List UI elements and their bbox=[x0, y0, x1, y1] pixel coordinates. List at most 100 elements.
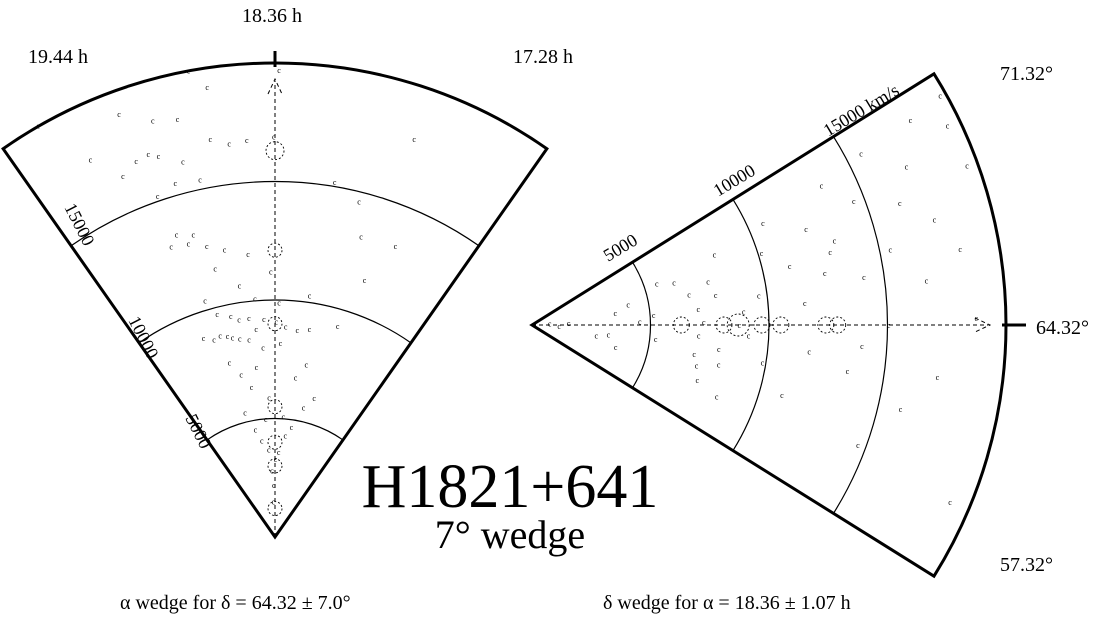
delta-galaxy-point: c bbox=[761, 219, 765, 228]
alpha-galaxy-point: c bbox=[305, 361, 309, 370]
delta-galaxy-point: c bbox=[958, 245, 962, 254]
alpha-galaxy-point: c bbox=[192, 231, 196, 240]
delta-galaxy-point: c bbox=[888, 245, 892, 254]
alpha-galaxy-point: c bbox=[203, 296, 207, 305]
delta-galaxy-point: c bbox=[828, 248, 832, 257]
alpha-galaxy-point: c bbox=[238, 282, 242, 291]
alpha-radial-tick-10000: 10000 bbox=[124, 313, 162, 362]
alpha-galaxy-point: c bbox=[272, 132, 276, 141]
figure-subtitle: 7° wedge bbox=[435, 512, 585, 557]
delta-galaxy-point: c bbox=[706, 278, 710, 287]
alpha-galaxy-point: c bbox=[412, 135, 416, 144]
alpha-galaxy-point: c bbox=[363, 276, 367, 285]
alpha-galaxy-point: c bbox=[238, 334, 242, 343]
alpha-angle-label-right: 17.28 h bbox=[513, 46, 573, 68]
alpha-sightline-ring bbox=[267, 434, 283, 450]
delta-galaxy-point: c bbox=[780, 391, 784, 400]
delta-galaxy-point: c bbox=[696, 305, 700, 314]
delta-galaxy-point: c bbox=[823, 269, 827, 278]
alpha-grid-arc bbox=[70, 180, 480, 247]
alpha-galaxy-point: c bbox=[117, 110, 121, 119]
delta-galaxy-point: c bbox=[717, 361, 721, 370]
alpha-galaxy-point: c bbox=[267, 393, 271, 402]
alpha-galaxy-point: c bbox=[147, 150, 151, 159]
alpha-galaxy-point: c bbox=[274, 317, 278, 326]
alpha-galaxy-point: c bbox=[243, 408, 247, 417]
delta-galaxy-point: c bbox=[717, 345, 721, 354]
alpha-galaxy-point: c bbox=[229, 312, 233, 321]
alpha-angle-label-left: 19.44 h bbox=[28, 46, 88, 68]
alpha-galaxy-point: c bbox=[277, 448, 281, 457]
delta-sightline-ring bbox=[672, 316, 690, 334]
delta-sightline-ring bbox=[817, 316, 835, 334]
delta-galaxy-point: c bbox=[607, 330, 611, 339]
alpha-galaxy-point: c bbox=[267, 445, 271, 454]
delta-galaxy-point: c bbox=[614, 343, 618, 352]
delta-galaxy-point: c bbox=[807, 348, 811, 357]
alpha-galaxy-point: c bbox=[282, 413, 286, 422]
delta-galaxy-point: c bbox=[975, 314, 979, 323]
delta-sightline-ring bbox=[715, 316, 733, 334]
alpha-galaxy-point: c bbox=[261, 344, 265, 353]
alpha-galaxy-point: c bbox=[308, 325, 312, 334]
alpha-galaxy-point: c bbox=[239, 370, 243, 379]
alpha-galaxy-point: c bbox=[205, 83, 209, 92]
delta-galaxy-point: c bbox=[946, 121, 950, 130]
alpha-galaxy-point: c bbox=[294, 373, 298, 382]
alpha-galaxy-point: c bbox=[272, 497, 276, 506]
delta-galaxy-point: c bbox=[760, 249, 764, 258]
delta-galaxy-point: c bbox=[638, 318, 642, 327]
figure-title: H1821+641 bbox=[362, 453, 659, 521]
delta-galaxy-point: c bbox=[714, 291, 718, 300]
alpha-galaxy-point: c bbox=[176, 115, 180, 124]
alpha-galaxy-point: c bbox=[208, 135, 212, 144]
delta-sightline-ring bbox=[829, 316, 847, 334]
alpha-galaxy-point: c bbox=[277, 66, 281, 75]
alpha-galaxy-point: c bbox=[336, 322, 340, 331]
delta-axis-arrow bbox=[974, 317, 992, 333]
alpha-galaxy-point: c bbox=[254, 426, 258, 435]
alpha-galaxy-point: c bbox=[173, 179, 177, 188]
alpha-galaxy-point: c bbox=[175, 231, 179, 240]
alpha-galaxy-point: c bbox=[223, 246, 227, 255]
delta-galaxy-point: c bbox=[695, 361, 699, 370]
alpha-galaxy-point: c bbox=[227, 140, 231, 149]
alpha-grid-arc bbox=[206, 417, 344, 441]
alpha-galaxy-point: c bbox=[277, 298, 281, 307]
alpha-galaxy-point: c bbox=[357, 198, 361, 207]
delta-galaxy-point: c bbox=[938, 92, 942, 101]
delta-galaxy-point: c bbox=[557, 322, 561, 331]
delta-galaxy-point: c bbox=[833, 237, 837, 246]
delta-galaxy-point: c bbox=[788, 262, 792, 271]
alpha-galaxy-point: c bbox=[202, 334, 206, 343]
delta-wedge-frame bbox=[529, 71, 1026, 579]
alpha-galaxy-point: c bbox=[253, 294, 257, 303]
delta-galaxy-point: c bbox=[898, 199, 902, 208]
alpha-galaxy-point: c bbox=[121, 172, 125, 181]
alpha-galaxy-point: c bbox=[284, 322, 288, 331]
delta-grid-arc bbox=[832, 136, 889, 514]
delta-galaxy-point: c bbox=[697, 332, 701, 341]
alpha-galaxy-point: c bbox=[36, 122, 40, 131]
alpha-galaxy-point: c bbox=[312, 394, 316, 403]
delta-galaxy-point: c bbox=[909, 116, 913, 125]
delta-galaxy-point: c bbox=[652, 311, 656, 320]
delta-radial-tick-15000: 15000 km/s bbox=[820, 80, 903, 141]
delta-galaxy-point: c bbox=[859, 150, 863, 159]
delta-galaxy-point: c bbox=[548, 319, 552, 328]
alpha-galaxy-point: c bbox=[262, 315, 266, 324]
alpha-galaxy-point: c bbox=[226, 332, 230, 341]
alpha-galaxy-point: c bbox=[246, 250, 250, 259]
alpha-galaxy-point: c bbox=[169, 242, 173, 251]
delta-galaxy-point: c bbox=[713, 250, 717, 259]
alpha-sightline-ring bbox=[267, 242, 283, 258]
alpha-galaxy-point: c bbox=[187, 239, 191, 248]
delta-galaxy-point: c bbox=[742, 307, 746, 316]
delta-grid-arc bbox=[631, 261, 652, 389]
delta-sightline-ring bbox=[726, 313, 750, 337]
alpha-galaxy-point: c bbox=[198, 176, 202, 185]
delta-galaxy-point: c bbox=[654, 335, 658, 344]
